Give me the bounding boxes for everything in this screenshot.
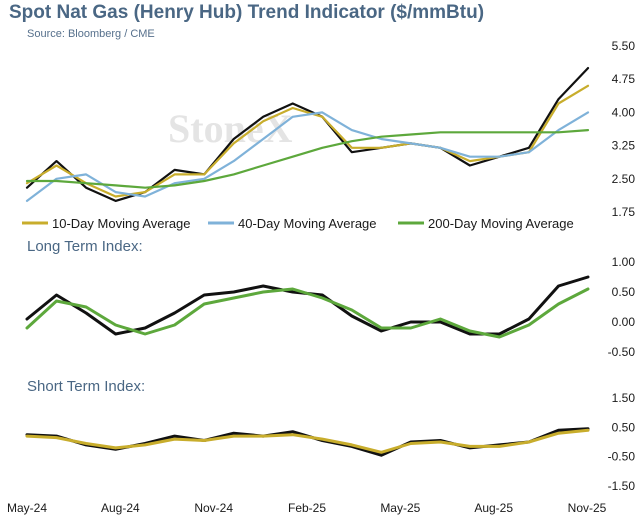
y-tick-label: 1.50: [612, 391, 636, 405]
price-price-line: [25, 66, 590, 202]
y-tick-label: -0.50: [608, 450, 636, 464]
legend-label-ma40: 40-Day Moving Average: [238, 216, 377, 231]
legend-label-ma10: 10-Day Moving Average: [52, 216, 191, 231]
price-ma200-line: [25, 129, 590, 189]
y-tick-label: -0.50: [608, 345, 636, 359]
long-long_signal-line: [25, 287, 590, 339]
y-tick-label: 5.50: [612, 39, 636, 53]
y-tick-label: 1.75: [612, 205, 636, 219]
y-tick-label: 1.00: [612, 255, 636, 269]
x-tick-label: Feb-25: [288, 501, 326, 515]
chart-source: Source: Bloomberg / CME: [27, 28, 155, 40]
long-term-heading: Long Term Index:: [27, 238, 143, 255]
short-short_index-line: [25, 427, 590, 457]
x-tick-label: May-25: [380, 501, 420, 515]
short-term-heading: Short Term Index:: [27, 378, 146, 395]
chart-title: Spot Nat Gas (Henry Hub) Trend Indicator…: [9, 2, 485, 23]
y-tick-label: 4.75: [612, 72, 636, 86]
y-tick-label: -1.50: [608, 479, 636, 493]
price-ma40-line: [25, 111, 590, 202]
x-tick-label: May-24: [7, 501, 47, 515]
x-tick-label: Aug-25: [474, 501, 513, 515]
short-short_signal-line: [25, 428, 590, 454]
y-tick-label: 3.25: [612, 139, 636, 153]
chart-marks: [25, 66, 590, 457]
y-tick-label: 4.00: [612, 105, 636, 119]
y-tick-label: 0.00: [612, 315, 636, 329]
x-tick-label: Nov-24: [194, 501, 233, 515]
y-tick-label: 0.50: [612, 285, 636, 299]
price-ma10-line: [25, 84, 590, 198]
x-tick-label: Nov-25: [568, 501, 607, 515]
legend-label-ma200: 200-Day Moving Average: [428, 216, 574, 231]
x-tick-label: Aug-24: [101, 501, 140, 515]
long-long_index-line: [25, 275, 590, 336]
y-tick-label: 0.50: [612, 420, 636, 434]
legend: 10-Day Moving Average 40-Day Moving Avera…: [22, 216, 574, 231]
y-tick-label: 2.50: [612, 172, 636, 186]
axis-labels: 5.50 4.75 4.00 3.25 2.50 1.75 1.00 0.50 0.00 -0.5…: [7, 39, 635, 515]
